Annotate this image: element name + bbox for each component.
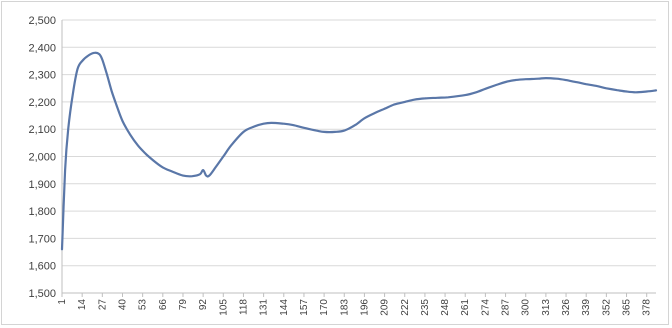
x-tick-label: 118 [238,299,249,315]
y-tick-label: 1,800 [28,206,56,218]
y-tick-label: 2,500 [28,15,56,27]
x-tick-label: 183 [339,299,350,316]
x-tick-label: 131 [259,299,270,316]
x-tick-label: 235 [420,299,431,316]
y-tick-label: 1,900 [28,179,56,191]
x-tick-label: 339 [581,299,592,316]
y-tick-label: 2,400 [28,42,56,54]
x-tick-label: 170 [319,299,330,316]
x-tick-label: 157 [299,299,310,316]
x-tick-label: 66 [158,299,169,311]
y-tick-label: 2,200 [28,97,56,109]
y-tick-label: 1,500 [28,288,56,300]
y-tick-label: 2,100 [28,124,56,136]
x-tick-label: 196 [359,299,370,316]
x-tick-label: 40 [117,299,128,311]
x-tick-label: 248 [440,299,451,316]
x-tick-label: 326 [561,299,572,316]
x-tick-label: 27 [97,299,108,311]
y-tick-label: 1,600 [28,261,56,273]
x-tick-label: 300 [521,299,532,316]
x-tick-label: 274 [480,299,491,316]
x-tick-label: 14 [77,299,88,311]
x-tick-label: 222 [400,299,411,316]
series-line-0 [62,53,656,250]
y-tick-label: 2,300 [28,70,56,82]
y-tick-label: 2,000 [28,152,56,164]
x-tick-label: 105 [218,299,229,316]
y-tick-label: 1,700 [28,233,56,245]
y-axis-tick-labels: 1,500 1,600 1,700 1,800 1,900 2,000 2,100 2,200… [28,15,56,300]
x-tick-label: 352 [601,299,612,316]
x-tick-label: 365 [622,299,633,316]
x-tick-label: 1 [57,299,68,305]
x-tick-label: 209 [380,299,391,316]
series-layer [62,53,656,250]
x-tick-label: 53 [138,299,149,311]
gridlines [62,20,656,266]
x-tick-label: 79 [178,299,189,311]
x-tick-label: 92 [198,299,209,311]
x-tick-label: 287 [501,299,512,316]
x-tick-label: 378 [642,299,653,316]
x-tick-label: 144 [279,299,290,316]
x-axis-tick-labels: 1 14 27 40 53 66 79 92 105 118 131 144 157 170 183 196 2… [57,299,653,316]
x-tick-label: 261 [460,299,471,316]
x-tick-label: 313 [541,299,552,316]
